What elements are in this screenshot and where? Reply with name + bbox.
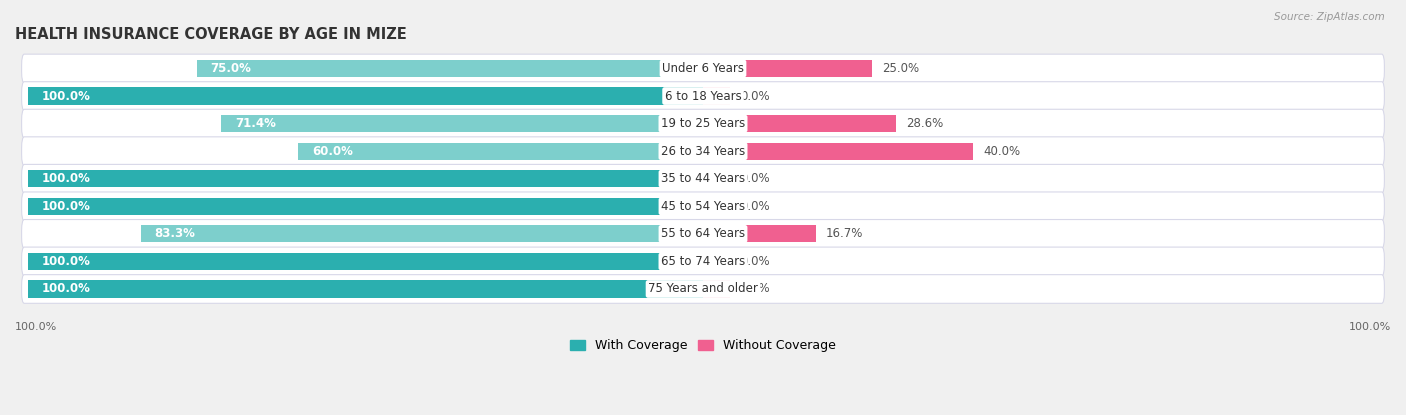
Bar [28, 198, 703, 215]
Bar [703, 225, 815, 242]
Bar [141, 225, 703, 242]
FancyBboxPatch shape [21, 54, 1385, 83]
Text: 100.0%: 100.0% [15, 322, 58, 332]
Text: 55 to 64 Years: 55 to 64 Years [661, 227, 745, 240]
FancyBboxPatch shape [21, 82, 1385, 110]
Text: 6 to 18 Years: 6 to 18 Years [665, 90, 741, 103]
FancyBboxPatch shape [21, 247, 1385, 276]
Text: 100.0%: 100.0% [1348, 322, 1391, 332]
FancyBboxPatch shape [21, 220, 1385, 248]
Text: 45 to 54 Years: 45 to 54 Years [661, 200, 745, 213]
Bar [221, 115, 703, 132]
FancyBboxPatch shape [21, 137, 1385, 166]
Text: 0.0%: 0.0% [740, 200, 769, 213]
Text: 100.0%: 100.0% [42, 172, 91, 185]
Text: Source: ZipAtlas.com: Source: ZipAtlas.com [1274, 12, 1385, 22]
Text: 75.0%: 75.0% [211, 62, 252, 75]
Text: 26 to 34 Years: 26 to 34 Years [661, 145, 745, 158]
Text: 28.6%: 28.6% [905, 117, 943, 130]
Bar [703, 143, 973, 160]
Bar [703, 170, 730, 187]
Bar [197, 60, 703, 77]
Text: 19 to 25 Years: 19 to 25 Years [661, 117, 745, 130]
Text: 100.0%: 100.0% [42, 255, 91, 268]
Bar [28, 253, 703, 270]
Text: 65 to 74 Years: 65 to 74 Years [661, 255, 745, 268]
Text: 35 to 44 Years: 35 to 44 Years [661, 172, 745, 185]
Text: 60.0%: 60.0% [312, 145, 353, 158]
Text: 25.0%: 25.0% [882, 62, 920, 75]
Text: 100.0%: 100.0% [42, 283, 91, 295]
Text: HEALTH INSURANCE COVERAGE BY AGE IN MIZE: HEALTH INSURANCE COVERAGE BY AGE IN MIZE [15, 27, 406, 42]
Text: 0.0%: 0.0% [740, 172, 769, 185]
Text: 0.0%: 0.0% [740, 255, 769, 268]
FancyBboxPatch shape [21, 109, 1385, 138]
Bar [28, 88, 703, 105]
Text: 0.0%: 0.0% [740, 283, 769, 295]
FancyBboxPatch shape [21, 192, 1385, 221]
Text: 100.0%: 100.0% [42, 90, 91, 103]
Bar [703, 281, 730, 298]
Bar [298, 143, 703, 160]
Bar [703, 253, 730, 270]
Bar [703, 115, 896, 132]
Text: Under 6 Years: Under 6 Years [662, 62, 744, 75]
Bar [28, 170, 703, 187]
Bar [703, 60, 872, 77]
Bar [28, 281, 703, 298]
Text: 0.0%: 0.0% [740, 90, 769, 103]
Text: 40.0%: 40.0% [983, 145, 1019, 158]
FancyBboxPatch shape [21, 275, 1385, 303]
Bar [703, 198, 730, 215]
Text: 83.3%: 83.3% [155, 227, 195, 240]
FancyBboxPatch shape [21, 164, 1385, 193]
Text: 100.0%: 100.0% [42, 200, 91, 213]
Legend: With Coverage, Without Coverage: With Coverage, Without Coverage [565, 334, 841, 357]
Text: 16.7%: 16.7% [825, 227, 863, 240]
Text: 71.4%: 71.4% [235, 117, 276, 130]
Text: 75 Years and older: 75 Years and older [648, 283, 758, 295]
Bar [703, 88, 730, 105]
